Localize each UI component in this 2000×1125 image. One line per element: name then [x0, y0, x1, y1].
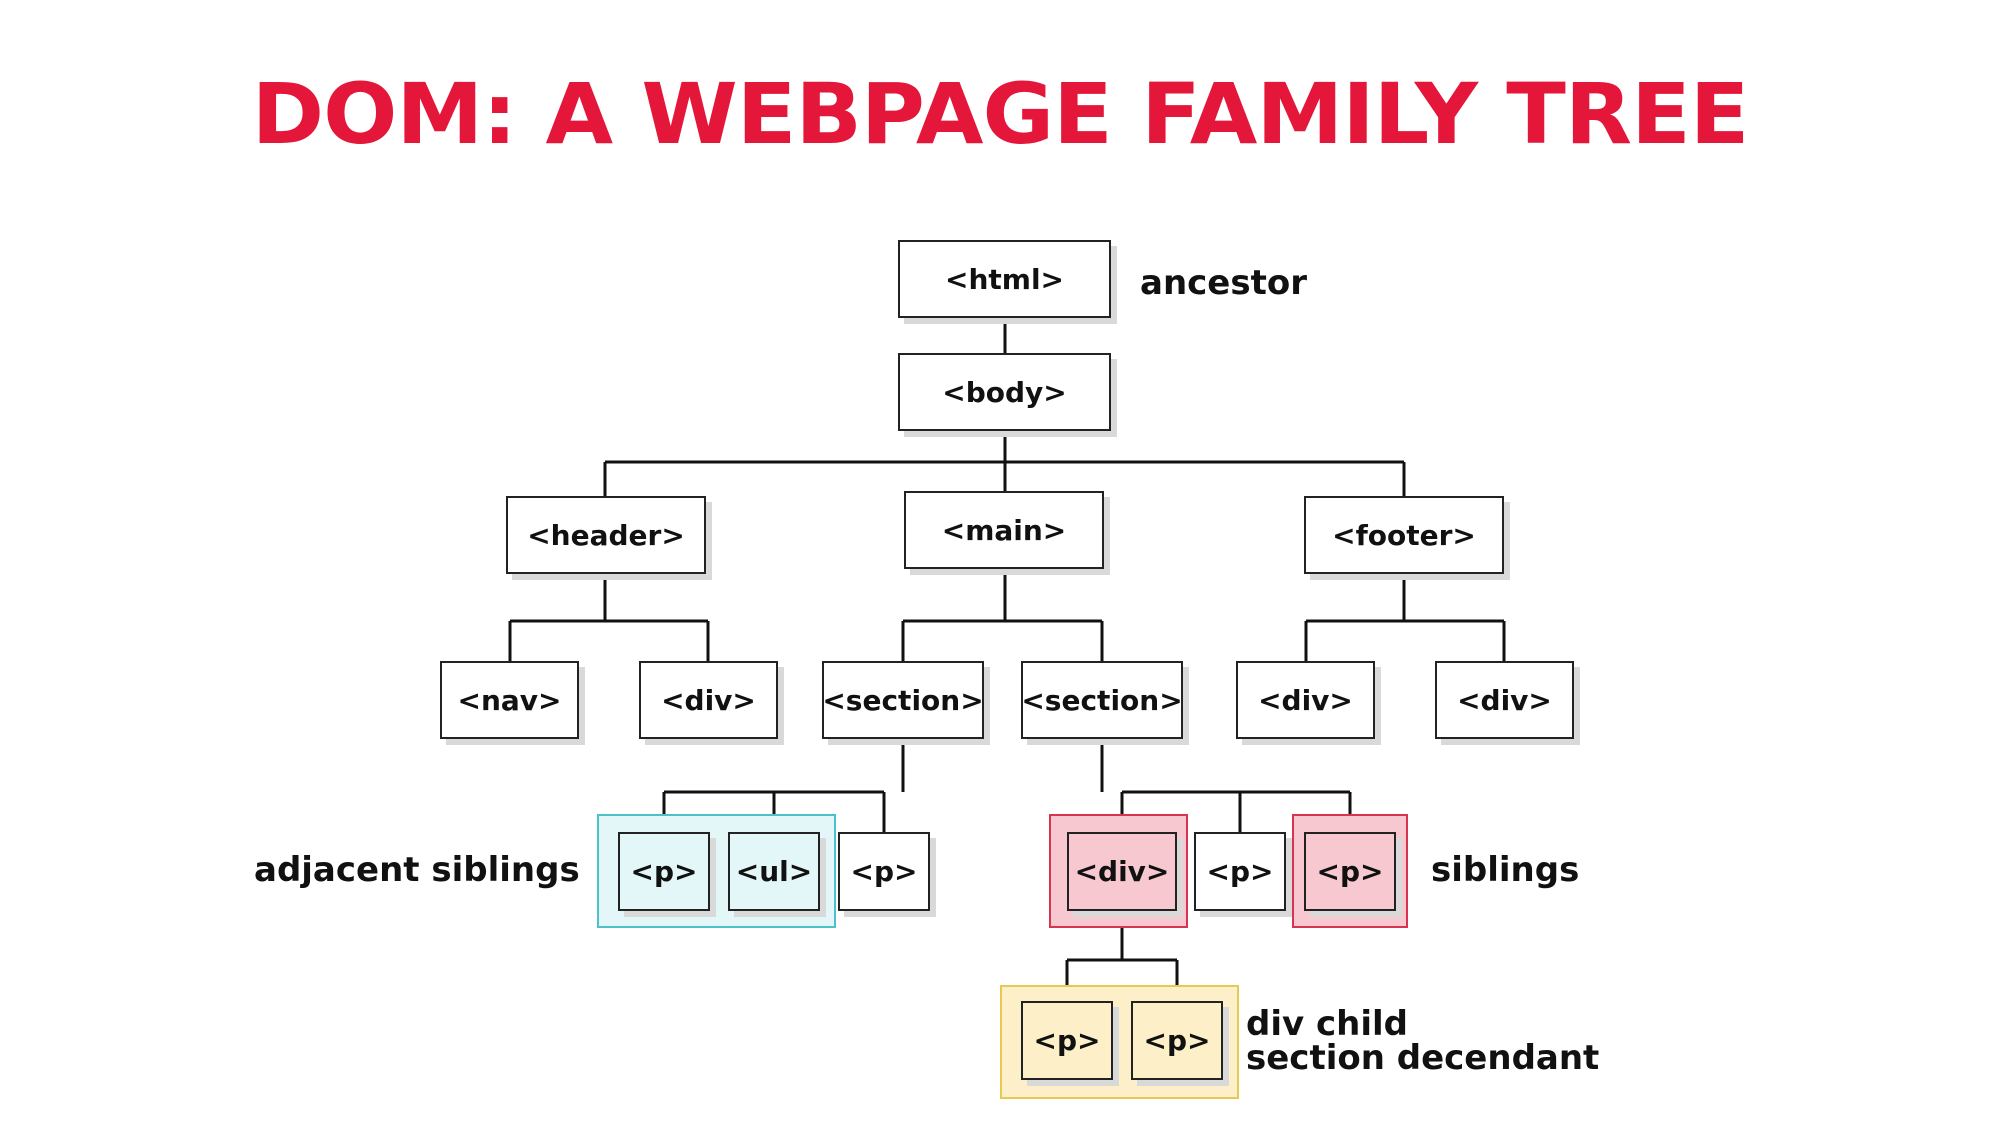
- label-div-child: div child: [1246, 1004, 1408, 1044]
- node-section-1: <section>: [822, 661, 984, 739]
- node-section1-ul: <ul>: [728, 832, 820, 911]
- node-nav: <nav>: [440, 661, 579, 739]
- label-ancestor: ancestor: [1140, 263, 1307, 303]
- connector-section2-children: [1100, 738, 1352, 833]
- node-header: <header>: [506, 496, 706, 574]
- label-siblings: siblings: [1431, 850, 1580, 890]
- node-section-2: <section>: [1021, 661, 1183, 739]
- connector-header-children: [508, 573, 710, 662]
- node-header-div: <div>: [639, 661, 778, 739]
- connector-div-children: [1065, 911, 1179, 1002]
- label-adjacent-siblings: adjacent siblings: [254, 850, 580, 890]
- node-section2-p-2: <p>: [1304, 832, 1396, 911]
- node-section2-p: <p>: [1194, 832, 1286, 911]
- page-title: DOM: A WEBPAGE FAMILY TREE: [251, 65, 1750, 163]
- node-section2-div: <div>: [1067, 832, 1177, 911]
- node-section1-p: <p>: [618, 832, 710, 911]
- node-footer-div-1: <div>: [1236, 661, 1375, 739]
- node-html: <html>: [898, 240, 1111, 318]
- node-div-child-p-2: <p>: [1131, 1001, 1223, 1080]
- node-body: <body>: [898, 353, 1111, 431]
- node-div-child-p-1: <p>: [1021, 1001, 1113, 1080]
- node-section1-p-2: <p>: [838, 832, 930, 911]
- node-main: <main>: [904, 491, 1104, 569]
- label-section-descendant: section decendant: [1246, 1038, 1600, 1078]
- connector-main-children: [901, 568, 1104, 662]
- node-footer: <footer>: [1304, 496, 1504, 574]
- node-footer-div-2: <div>: [1435, 661, 1574, 739]
- connector-section1-children: [662, 738, 905, 833]
- connector-body-children: [603, 430, 1406, 497]
- connector-footer-children: [1304, 573, 1506, 662]
